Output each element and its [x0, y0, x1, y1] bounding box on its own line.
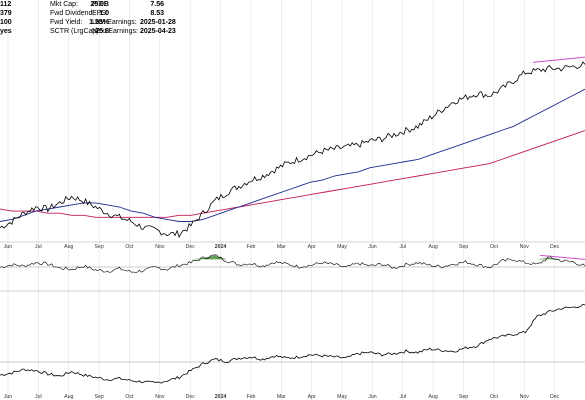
price-line [0, 61, 585, 239]
x-tick-label: Oct [125, 394, 134, 400]
x-tick-label: Aug [429, 244, 438, 250]
x-tick-label: Jun [4, 394, 12, 400]
momentum-divergence-trendline [539, 254, 585, 260]
x-tick-label: Aug [64, 394, 73, 400]
stat-label: Last Earnings: [92, 19, 137, 26]
stat-value: 7.56 [150, 1, 164, 8]
x-tick-label: Jun [4, 244, 12, 250]
stats-left-values: 112 379 100 yes [0, 0, 12, 36]
long-moving-average-line [0, 130, 585, 218]
x-tick-label: Mar [277, 244, 286, 250]
x-tick-label: May [337, 244, 347, 250]
stat-label: P/E: [92, 1, 106, 8]
x-tick-label: Apr [308, 394, 316, 400]
x-tick-label: Jul [399, 394, 406, 400]
stat-value: 75.8 [95, 28, 109, 35]
stat-value: 8.53 [150, 10, 164, 17]
overbought-fill [191, 258, 203, 260]
stat-value: 1.0 [99, 10, 109, 17]
stats-fundamentals: Mkt Cap: 25.0B Fwd Dividend: 1.0 Fwd Yield… [50, 0, 109, 36]
axis-layer: Jun Jun Jul Jul Aug Aug Sep Sep Oct Oct Nov Nov Dec D… [4, 244, 560, 400]
stat-label: SCTR (LrgCap): [50, 28, 101, 35]
stat-label: Mkt Cap: [50, 1, 79, 8]
stat-left-value: 379 [0, 10, 12, 17]
x-tick-label: Feb [246, 244, 255, 250]
stat-left-value: 100 [0, 19, 12, 26]
x-tick-label: Oct [490, 244, 499, 250]
overbought-fill [549, 257, 562, 260]
x-tick-label: Jun [368, 244, 376, 250]
x-tick-label: Jun [368, 394, 376, 400]
x-tick-label: Feb [246, 394, 255, 400]
x-tick-label: May [337, 394, 347, 400]
x-tick-label: Sep [459, 244, 468, 250]
stat-label: EPS: [92, 10, 108, 17]
x-tick-label: Dec [550, 394, 560, 400]
x-tick-label: Sep [94, 244, 103, 250]
stat-value: 2025-01-28 [140, 19, 176, 26]
stat-label: Next Earnings: [92, 28, 138, 35]
x-tick-label: Nov [520, 394, 530, 400]
x-tick-label: 2024 [215, 244, 227, 250]
x-tick-label: Aug [429, 394, 438, 400]
x-tick-label: Apr [308, 244, 316, 250]
x-tick-label: Dec [186, 394, 196, 400]
stat-value: 25.0B [90, 1, 109, 8]
x-tick-label: Jul [399, 244, 406, 250]
x-tick-label: Jul [35, 394, 42, 400]
stat-left-value: 112 [0, 1, 12, 8]
stat-label: Fwd Dividend: [50, 10, 95, 17]
stat-label: Fwd Yield: [50, 19, 83, 26]
x-tick-label: Sep [459, 394, 468, 400]
x-tick-label: 2024 [215, 394, 227, 400]
x-tick-label: Jul [35, 244, 42, 250]
overbought-fill [537, 257, 550, 260]
x-tick-label: Nov [155, 394, 165, 400]
x-tick-label: Oct [125, 244, 134, 250]
series-layer [0, 56, 585, 384]
stat-value: 2025-04-23 [140, 28, 176, 35]
stat-left-value: yes [0, 28, 12, 35]
x-tick-label: Nov [155, 244, 165, 250]
relative-strength-line [0, 303, 585, 384]
x-tick-label: Mar [277, 394, 286, 400]
stat-value: 1.55% [89, 19, 109, 26]
stats-earnings: P/E: 7.56 EPS: 8.53 Last Earnings: 2025-01-… [92, 0, 176, 36]
short-moving-average-line [0, 88, 585, 222]
resistance-trendline [532, 56, 585, 63]
x-tick-label: Dec [186, 244, 196, 250]
momentum-line [0, 254, 585, 273]
x-tick-label: Dec [550, 244, 560, 250]
x-tick-label: Aug [64, 244, 73, 250]
x-tick-label: Sep [94, 394, 103, 400]
x-tick-label: Oct [490, 394, 499, 400]
x-tick-label: Nov [520, 244, 530, 250]
